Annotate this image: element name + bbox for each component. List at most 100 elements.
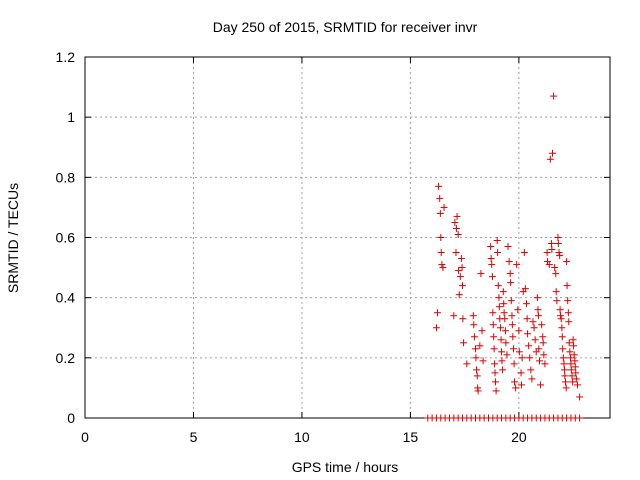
data-point [437,249,445,257]
data-point [491,369,499,377]
data-point [471,345,479,353]
data-point [470,333,478,341]
data-point [563,282,571,290]
data-point [503,351,511,359]
y-tick-label: 0.8 [56,169,76,185]
data-point [559,354,567,362]
data-point [535,357,543,365]
data-point [523,315,531,323]
data-point [527,366,535,374]
data-point [531,336,539,344]
data-point [498,357,506,365]
data-point [556,252,564,260]
grid [85,57,610,418]
data-point [558,324,566,332]
data-point [567,366,575,374]
data-point [504,243,512,251]
y-tick-label: 0 [67,410,75,426]
data-point [533,294,541,302]
x-tick-label: 20 [511,429,527,445]
data-point [477,270,485,278]
data-point [498,348,506,356]
data-point [560,360,568,368]
data-point [546,155,554,163]
y-axis-ticks: 0 0.2 0.4 0.6 0.8 1 1.2 [56,49,610,426]
data-point [573,381,581,389]
data-point [550,92,558,100]
data-point [472,354,480,362]
data-point [493,237,501,245]
data-point [570,342,578,350]
data-point [452,224,460,232]
data-point [507,279,515,287]
data-point [571,357,579,365]
data-point [520,249,528,257]
data-point [487,255,495,263]
data-point [479,357,487,365]
data-point [452,249,460,257]
data-point [569,336,577,344]
data-point [469,312,477,320]
data-point [459,315,467,323]
data-point [492,387,500,395]
data-point [565,339,573,347]
data-point [508,321,516,329]
data-point [554,234,562,241]
data-point [495,294,503,302]
data-point [564,297,572,305]
y-tick-label: 0.4 [56,290,76,306]
data-point [547,240,555,248]
data-point [515,348,523,356]
y-tick-label: 0.2 [56,350,76,366]
data-point [567,360,575,368]
data-point [488,261,496,269]
data-point [473,366,481,374]
data-point [552,270,560,278]
data-point [517,369,525,377]
data-point [518,354,526,362]
data-point [434,309,442,317]
data-point [558,333,566,341]
data-point [535,345,543,353]
data-point [453,212,461,220]
data-point [565,318,573,326]
data-point [561,372,569,380]
data-point [502,339,510,347]
data-point [494,282,502,290]
data-point [557,315,565,323]
data-point [507,297,515,305]
data-point [512,384,520,392]
data-point [497,336,505,344]
x-tick-label: 15 [403,429,419,445]
data-point [521,285,529,293]
data-point [506,270,514,278]
data-point [450,312,458,320]
data-point [559,345,567,353]
data-point [544,258,552,266]
data-point [501,315,509,323]
data-point [555,249,563,257]
data-point [548,246,556,254]
data-point [543,249,551,257]
data-point [513,261,521,269]
data-point [451,218,459,226]
data-point [524,330,532,338]
data-point [454,230,462,238]
data-point [539,333,547,341]
data-point [511,378,519,386]
data-point [499,288,507,296]
y-tick-label: 1.2 [56,49,76,65]
data-point [562,378,570,386]
y-tick-label: 0.6 [56,230,76,246]
data-point [463,360,471,368]
data-point [455,291,463,299]
data-point [440,203,448,211]
data-point [490,333,498,341]
data-point [517,381,525,389]
x-axis-label: GPS time / hours [292,459,399,475]
data-point [489,321,497,329]
data-points [424,92,584,422]
data-point [488,273,496,281]
data-point [494,249,502,257]
data-point [534,312,542,320]
